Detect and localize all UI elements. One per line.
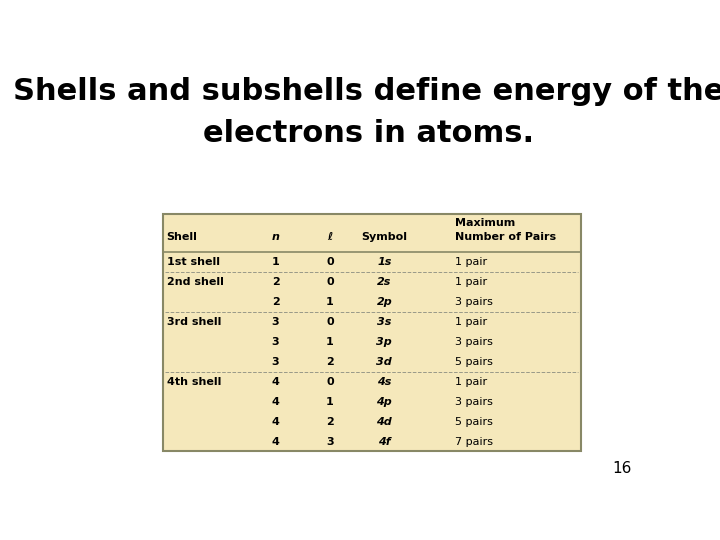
- Text: 4p: 4p: [377, 396, 392, 407]
- Text: 3 pairs: 3 pairs: [456, 337, 493, 347]
- Text: 3: 3: [271, 357, 279, 367]
- Text: Number of Pairs: Number of Pairs: [456, 232, 557, 242]
- Text: 3 pairs: 3 pairs: [456, 396, 493, 407]
- Text: 16: 16: [612, 462, 631, 476]
- Text: 5 pairs: 5 pairs: [456, 416, 493, 427]
- Text: electrons in atoms.: electrons in atoms.: [204, 119, 534, 148]
- Text: ℓ: ℓ: [328, 232, 333, 242]
- Text: 2s: 2s: [377, 277, 392, 287]
- Text: 0: 0: [326, 317, 334, 327]
- Text: Shells and subshells define energy of the: Shells and subshells define energy of th…: [13, 77, 720, 106]
- Text: 4: 4: [271, 416, 279, 427]
- Text: 1: 1: [271, 257, 279, 267]
- Text: 2nd shell: 2nd shell: [167, 277, 224, 287]
- Text: Maximum: Maximum: [456, 218, 516, 228]
- Text: Shell: Shell: [167, 232, 197, 242]
- Text: 4d: 4d: [377, 416, 392, 427]
- Text: 1 pair: 1 pair: [456, 257, 487, 267]
- Text: 0: 0: [326, 277, 334, 287]
- Text: 3 pairs: 3 pairs: [456, 297, 493, 307]
- Text: 1 pair: 1 pair: [456, 277, 487, 287]
- Text: 2: 2: [271, 277, 279, 287]
- Text: 3d: 3d: [377, 357, 392, 367]
- Text: 3: 3: [271, 317, 279, 327]
- Text: 3rd shell: 3rd shell: [167, 317, 221, 327]
- Text: 4f: 4f: [378, 436, 391, 447]
- Text: 1st shell: 1st shell: [167, 257, 220, 267]
- Text: 1 pair: 1 pair: [456, 317, 487, 327]
- Text: 2p: 2p: [377, 297, 392, 307]
- FancyBboxPatch shape: [163, 214, 581, 451]
- Text: 1: 1: [326, 297, 334, 307]
- Text: 7 pairs: 7 pairs: [456, 436, 493, 447]
- Text: Symbol: Symbol: [361, 232, 408, 242]
- Text: 4: 4: [271, 396, 279, 407]
- Text: n: n: [271, 232, 279, 242]
- Text: 3s: 3s: [377, 317, 392, 327]
- Text: 1 pair: 1 pair: [456, 376, 487, 387]
- Text: 3p: 3p: [377, 337, 392, 347]
- Text: 0: 0: [326, 257, 334, 267]
- Text: 2: 2: [326, 416, 334, 427]
- Text: 4s: 4s: [377, 376, 392, 387]
- Text: 4th shell: 4th shell: [167, 376, 221, 387]
- Text: 0: 0: [326, 376, 334, 387]
- Text: 2: 2: [271, 297, 279, 307]
- Text: 1: 1: [326, 337, 334, 347]
- Text: 4: 4: [271, 436, 279, 447]
- Text: 3: 3: [271, 337, 279, 347]
- Text: 3: 3: [326, 436, 334, 447]
- Text: 1: 1: [326, 396, 334, 407]
- Text: 4: 4: [271, 376, 279, 387]
- Text: 2: 2: [326, 357, 334, 367]
- Text: 5 pairs: 5 pairs: [456, 357, 493, 367]
- Text: 1s: 1s: [377, 257, 392, 267]
